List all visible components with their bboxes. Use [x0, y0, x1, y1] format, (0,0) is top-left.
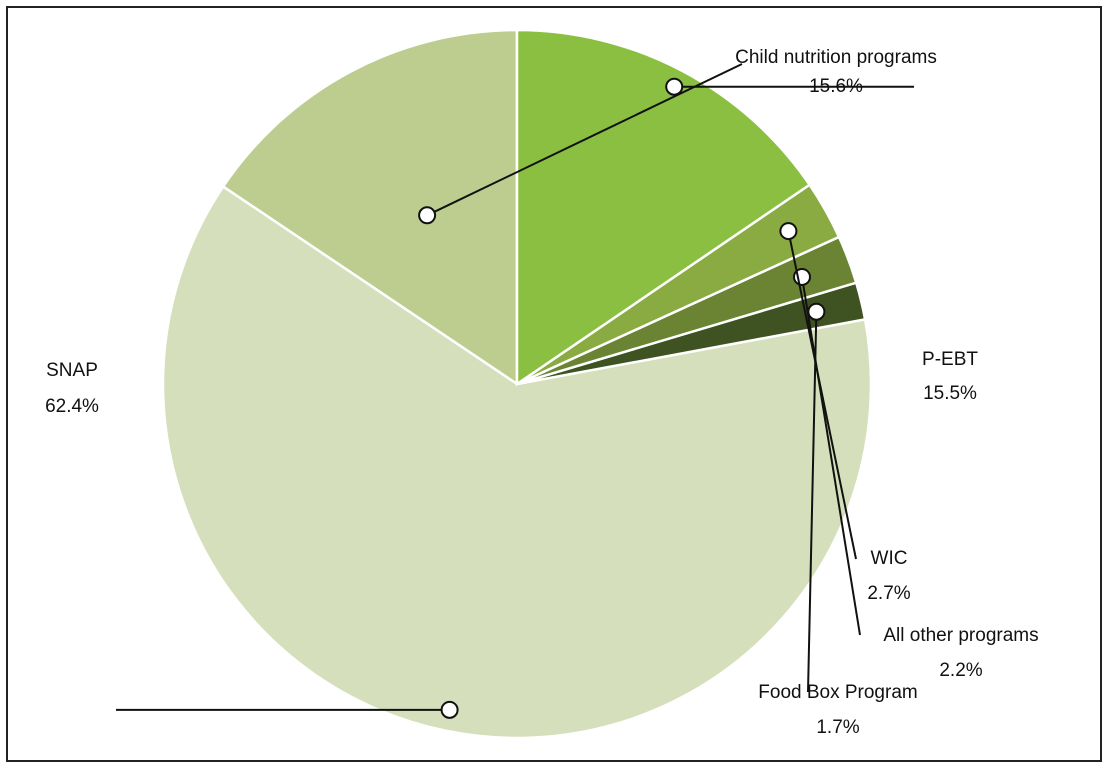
callout-marker-snap — [440, 700, 459, 719]
slice-value-wic: 2.7% — [867, 583, 910, 604]
callout-marker-p-ebt — [665, 77, 684, 96]
leader-line-all-other-programs — [801, 276, 861, 636]
pie-slices — [161, 28, 873, 740]
callout-marker-child-nutrition-programs — [418, 206, 437, 225]
pie-slice-child-nutrition-programs — [221, 28, 519, 387]
chart-frame: Child nutrition programs 15.6% SNAP 62.4% Fo… — [6, 6, 1102, 762]
leader-line-food-box-program — [807, 311, 818, 693]
leader-line-child-nutrition-programs — [426, 63, 743, 217]
slice-label-food-box-program: Food Box Program — [758, 682, 917, 703]
callout-marker-food-box-program — [807, 302, 826, 321]
slice-label-p-ebt: P-EBT — [922, 349, 978, 370]
slice-label-snap: SNAP — [46, 360, 98, 381]
callout-marker-wic — [779, 222, 798, 241]
pie-chart: Child nutrition programs15.6%SNAP62.4%Fo… — [45, 28, 1039, 740]
slice-value-p-ebt: 15.5% — [923, 383, 977, 404]
slice-label-child-nutrition-programs: Child nutrition programs — [735, 47, 937, 68]
pie-slice-p-ebt — [515, 28, 812, 387]
pie-callouts: Child nutrition programs15.6%SNAP62.4%Fo… — [45, 47, 1039, 738]
slice-value-food-box-program: 1.7% — [816, 717, 859, 738]
leader-line-wic — [787, 230, 857, 560]
slice-label-all-other-programs: All other programs — [883, 625, 1038, 646]
slice-value-snap: 62.4% — [45, 396, 99, 417]
slice-value-all-other-programs: 2.2% — [939, 660, 982, 681]
slice-label-wic: WIC — [871, 548, 908, 569]
